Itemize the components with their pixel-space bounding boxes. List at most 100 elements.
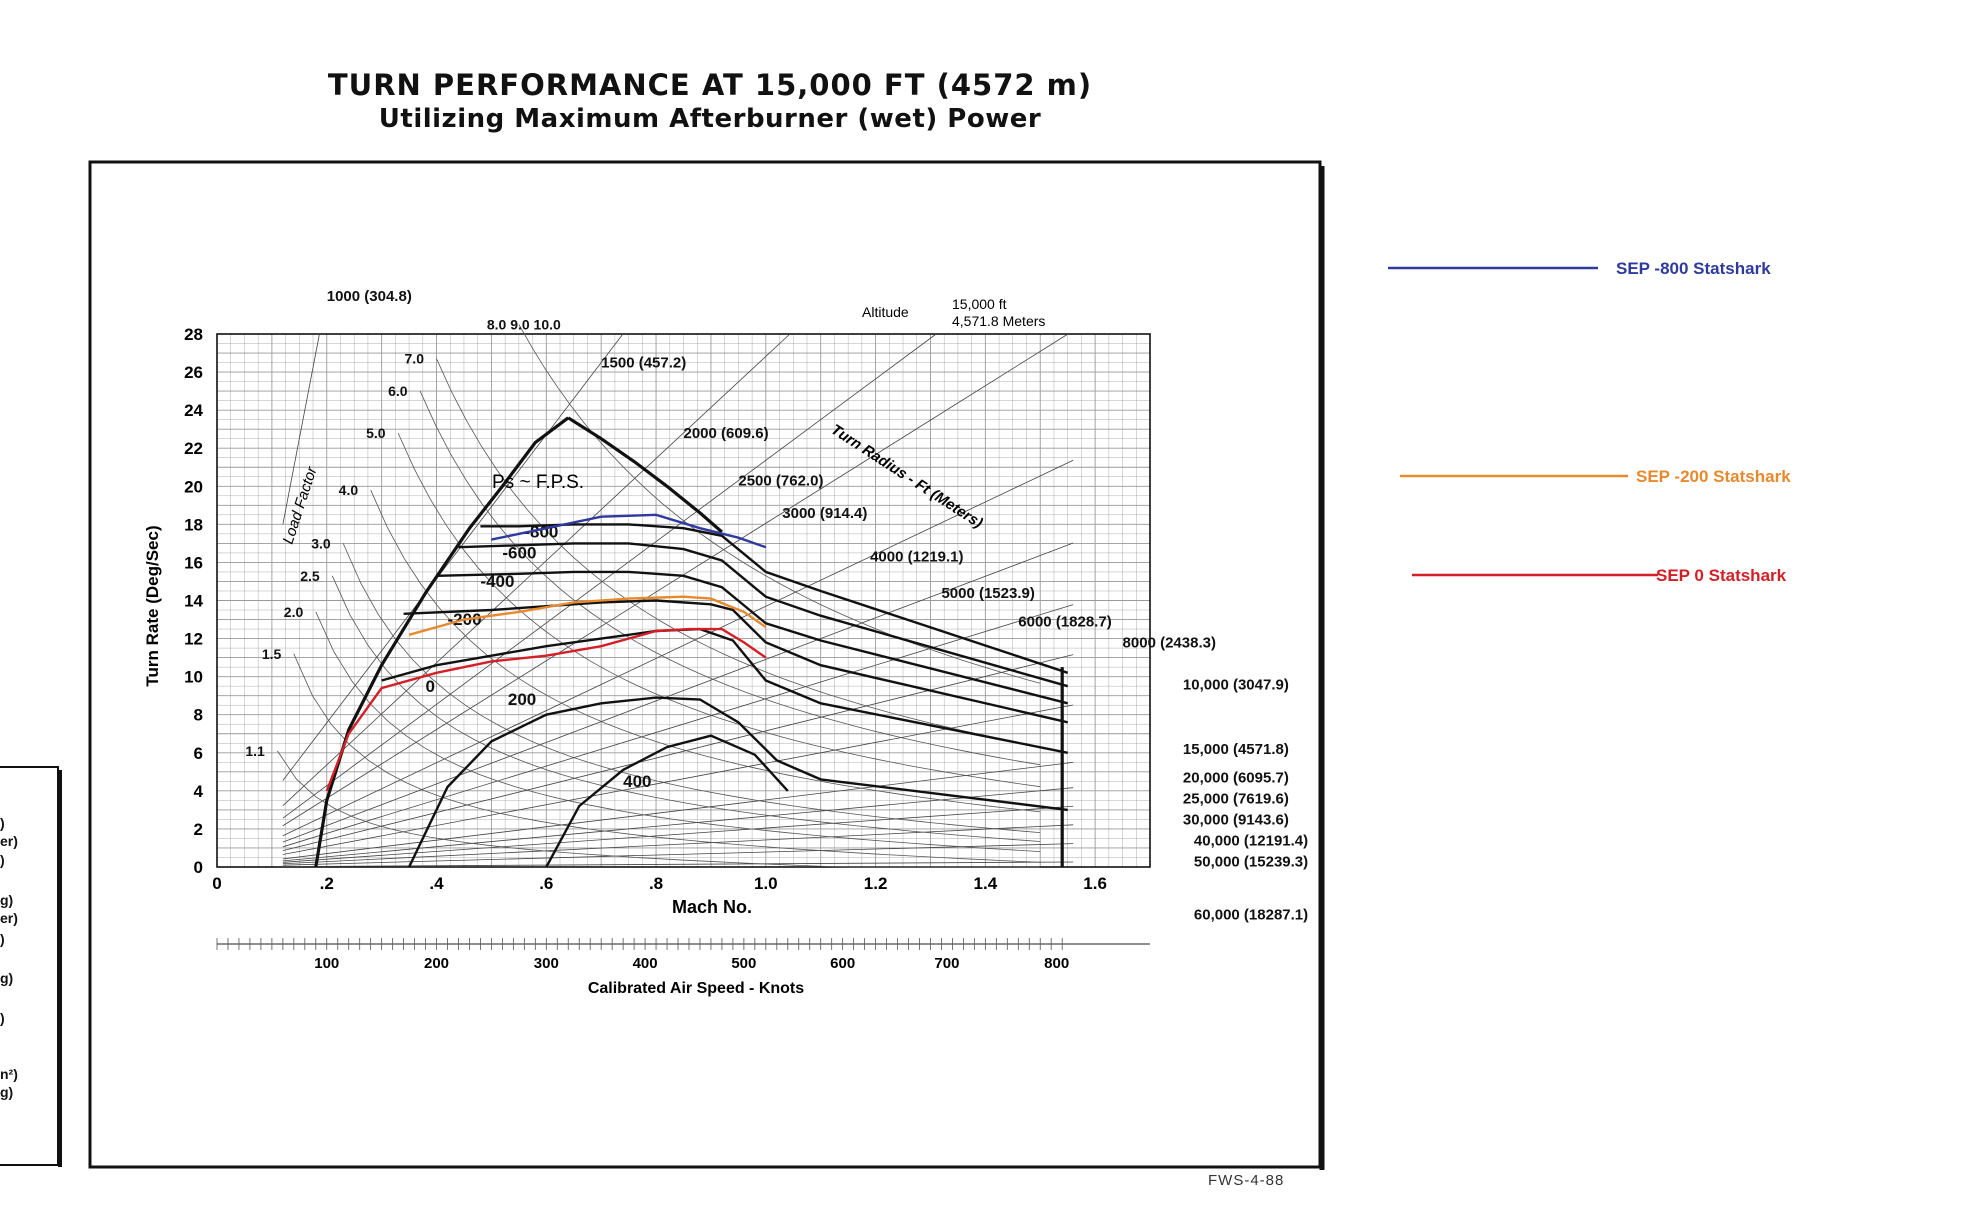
turn-radius-line <box>282 805 1074 863</box>
load-factor-curve <box>370 489 1041 813</box>
ps-line <box>408 696 1068 868</box>
turn-radius-label: 50,000 (15239.3) <box>1194 853 1308 870</box>
y-tick-label: 28 <box>184 325 203 344</box>
left-box-fragment: g) <box>0 1084 14 1100</box>
ps-value-label: -400 <box>480 572 514 591</box>
legend-label: SEP -800 Statshark <box>1616 259 1771 278</box>
left-box-fragment: ) <box>0 931 5 947</box>
left-partial-box <box>0 766 59 1166</box>
plot-frame <box>216 333 1151 868</box>
load-factor-curve <box>315 611 1041 852</box>
boundary-line <box>567 416 723 534</box>
x-tick-label: 1.4 <box>974 874 998 893</box>
turn-radius-label: 1000 (304.8) <box>327 288 412 305</box>
y-tick-label: 4 <box>194 782 204 801</box>
boundary-line <box>314 416 570 868</box>
y-tick-label: 16 <box>184 553 203 572</box>
y-tick-label: 10 <box>184 668 203 687</box>
figure-id: FWS-4-88 <box>1208 1172 1285 1189</box>
x-tick-label: 0 <box>212 874 221 893</box>
load-factor-label: 1.1 <box>245 743 265 759</box>
turn-radius-line <box>282 542 1074 843</box>
cas-tick-label: 100 <box>314 955 339 972</box>
cas-tick-label: 500 <box>731 955 756 972</box>
turn-radius-label: 2500 (762.0) <box>738 473 823 490</box>
turn-radius-lines: 1000 (304.8) 1500 (457.2) 2000 (609.6) 2500… <box>282 288 1308 924</box>
turn-radius-line <box>282 333 791 807</box>
ps-line <box>403 599 1068 724</box>
load-factor-curve <box>342 543 1041 833</box>
y-tick-label: 14 <box>184 592 203 611</box>
cas-tick-label: 600 <box>830 955 855 972</box>
y-tick-label: 6 <box>194 744 203 763</box>
turn-radius-line <box>282 761 1074 860</box>
load-factor-label: 4.0 <box>339 482 359 498</box>
load-factor-lines: 1.1 1.5 2.0 2.5 3.0 4.0 5.0 6.0 7.0 8.0 9.0 10.0 <box>245 316 1041 868</box>
left-box-fragment: ) <box>0 1010 5 1026</box>
load-factor-label: 5.0 <box>366 425 386 441</box>
legend: SEP -800 Statshark SEP -200 Statshark SEP … <box>1388 259 1791 585</box>
load-factor-label: 3.0 <box>311 535 331 551</box>
turn-radius-label: 25,000 (7619.6) <box>1183 790 1289 807</box>
turn-radius-label: 4000 (1219.1) <box>870 549 963 566</box>
altitude-meters: 4,571.8 Meters <box>952 313 1045 329</box>
x-tick-label: 1.6 <box>1083 874 1107 893</box>
cas-tick-label: 800 <box>1044 955 1069 972</box>
cas-tick-label: 200 <box>424 955 449 972</box>
x-tick-label: .2 <box>320 874 334 893</box>
load-factor-curve <box>293 653 1041 863</box>
turn-radius-line <box>282 861 1074 868</box>
overlay-line <box>491 513 767 549</box>
x-tick-label: 1.2 <box>864 874 888 893</box>
figure-frame <box>88 160 1322 1169</box>
turn-radius-label: 15,000 (4571.8) <box>1183 741 1289 758</box>
y-tick-label: 8 <box>194 706 203 725</box>
x-tick-label: .6 <box>539 874 553 893</box>
ps-value-label: -600 <box>502 544 536 563</box>
load-factor-curve <box>419 390 1041 766</box>
x-tick-label: .8 <box>649 874 663 893</box>
load-factor-curve <box>397 432 1041 788</box>
turn-radius-label: 40,000 (12191.4) <box>1194 832 1308 849</box>
load-factor-label: 7.0 <box>405 351 425 367</box>
turn-radius-label: 3000 (914.4) <box>782 505 867 522</box>
x-axis-label: Mach No. <box>672 897 752 917</box>
turn-radius-line <box>282 704 1074 855</box>
ps-line <box>545 734 789 868</box>
cas-tick-label: 300 <box>534 955 559 972</box>
turn-radius-label: 8000 (2438.3) <box>1123 634 1216 651</box>
turn-radius-line <box>282 654 1074 852</box>
left-box-fragment: g) <box>0 970 14 986</box>
y-tick-label: 12 <box>184 630 203 649</box>
turn-radius-line <box>282 843 1074 866</box>
load-factor-curve <box>518 324 1041 684</box>
turn-radius-label: 2000 (609.6) <box>684 425 769 442</box>
left-box-fragment: er) <box>0 833 18 849</box>
legend-label: SEP -200 Statshark <box>1636 467 1791 486</box>
load-factor-label: 2.5 <box>300 568 320 584</box>
ps-value-label: 400 <box>623 772 651 791</box>
load-factor-label: 8.0 9.0 10.0 <box>487 316 561 332</box>
ps-line <box>458 542 1069 688</box>
ps-label: Ps ~ F.P.S. <box>492 472 584 493</box>
altitude-label: Altitude <box>862 304 909 320</box>
load-factor-curve <box>436 358 1041 748</box>
ps-line <box>436 570 1068 705</box>
turn-radius-label: 1500 (457.2) <box>601 355 686 372</box>
statshark-overlays <box>325 513 767 792</box>
ps-value-label: 200 <box>508 690 536 709</box>
y-tick-label: 2 <box>194 820 203 839</box>
turn-radius-line <box>282 459 1074 837</box>
left-box-fragment: n²) <box>0 1066 18 1082</box>
y-tick-label: 18 <box>184 515 203 534</box>
overlay-line <box>325 627 767 792</box>
y-axis-label: Turn Rate (Deg/Sec) <box>143 525 162 686</box>
turn-radius-label: 60,000 (18287.1) <box>1194 907 1308 924</box>
altitude-feet: 15,000 ft <box>952 296 1007 312</box>
turn-radius-label: 30,000 (9143.6) <box>1183 811 1289 828</box>
load-factor-label: 1.5 <box>262 646 282 662</box>
cas-tick-label: 400 <box>633 955 658 972</box>
load-factor-label: 6.0 <box>388 383 408 399</box>
